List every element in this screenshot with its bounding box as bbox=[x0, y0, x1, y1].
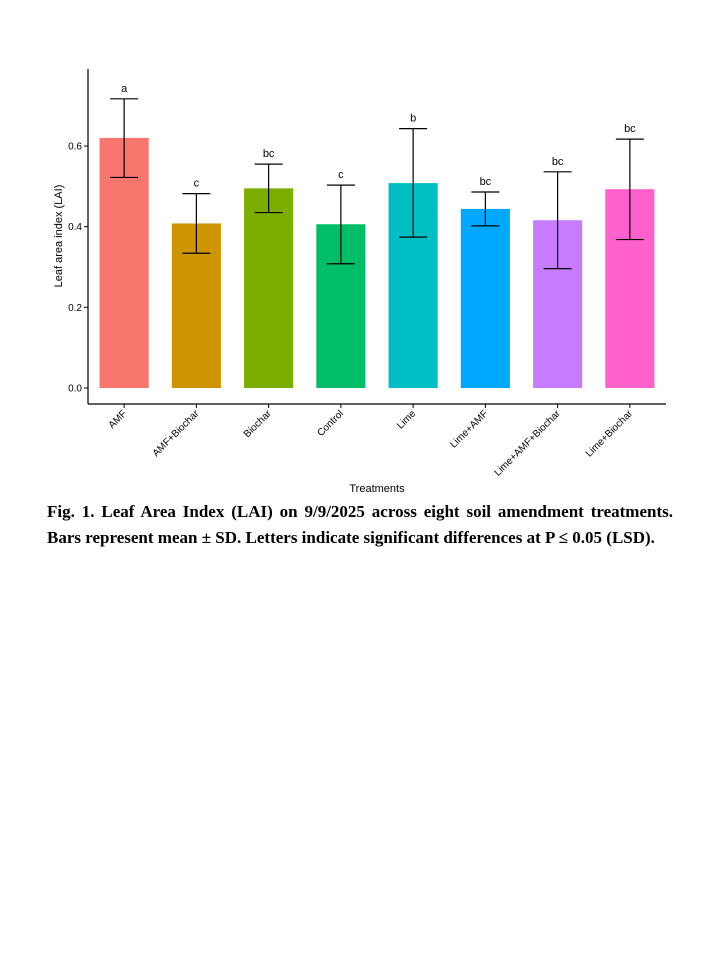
significance-letters: a c bc c b bc bc bc bbox=[121, 83, 636, 190]
x-tick-label: Lime+AMF bbox=[448, 408, 490, 450]
y-tick-label: 0.0 bbox=[68, 384, 82, 395]
figure-caption: Fig. 1. Leaf Area Index (LAI) on 9/9/202… bbox=[47, 502, 673, 547]
y-tick-label: 0.2 bbox=[68, 303, 82, 314]
significance-letter: bc bbox=[552, 156, 564, 168]
x-tick-label: Control bbox=[315, 408, 346, 439]
x-tick-label: Lime+AMF+Biochar bbox=[492, 408, 563, 479]
y-axis-title: Leaf area index (LAI) bbox=[53, 185, 65, 288]
x-axis-title: Treatments bbox=[349, 483, 405, 495]
y-axis-ticks: 0.0 0.2 0.4 0.6 bbox=[68, 142, 88, 395]
x-tick-label: Lime bbox=[395, 408, 418, 431]
x-tick-label: Lime+Biochar bbox=[584, 408, 636, 460]
bars bbox=[99, 137, 655, 388]
error-bars bbox=[110, 98, 644, 270]
y-tick-label: 0.4 bbox=[68, 222, 82, 233]
x-tick-label: AMF+Biochar bbox=[151, 408, 202, 459]
significance-letter: a bbox=[121, 83, 128, 95]
significance-letter: b bbox=[410, 113, 416, 125]
x-tick-label: AMF bbox=[107, 408, 130, 431]
y-tick-label: 0.6 bbox=[68, 142, 82, 153]
significance-letter: bc bbox=[263, 148, 275, 160]
significance-letter: bc bbox=[480, 176, 492, 188]
x-tick-label: Biochar bbox=[242, 408, 274, 440]
bar bbox=[460, 208, 510, 388]
bar bbox=[244, 188, 294, 388]
bar bbox=[99, 137, 149, 388]
lai-bar-chart: 0.0 0.2 0.4 0.6 a c bc c b bc bc bc AMF AMF+Biochar… bbox=[53, 69, 666, 495]
x-axis-ticks: AMF AMF+Biochar Biochar Control Lime Lime+AMF… bbox=[107, 404, 636, 479]
significance-letter: c bbox=[338, 169, 344, 181]
significance-letter: bc bbox=[624, 123, 636, 135]
significance-letter: c bbox=[194, 178, 200, 190]
